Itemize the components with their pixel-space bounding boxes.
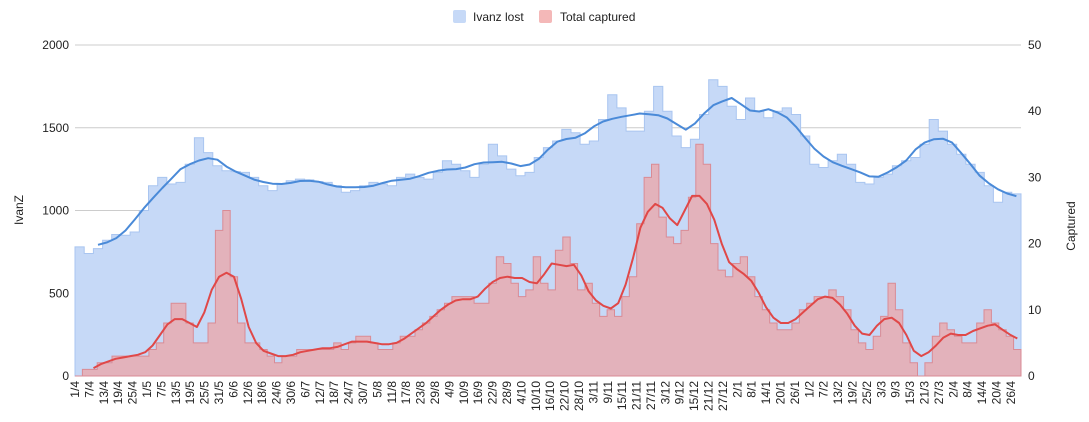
- legend-swatch-ivanz-lost: [453, 10, 466, 23]
- y2-tick-label: 30: [1028, 170, 1042, 184]
- x-tick-label: 10/9: [457, 381, 471, 405]
- x-tick-label: 28/9: [500, 381, 514, 405]
- y-tick-label: 1000: [42, 204, 69, 218]
- y2-tick-label: 10: [1028, 303, 1042, 317]
- x-tick-label: 4/9: [442, 381, 456, 398]
- x-tick-label: 13/4: [97, 381, 111, 405]
- y-axis-left: 0 500 1000 1500 2000: [42, 38, 69, 383]
- x-tick-label: 10/10: [529, 381, 543, 411]
- x-tick-label: 7/5: [154, 381, 168, 398]
- x-tick-label: 21/11: [630, 381, 644, 410]
- x-tick-label: 25/4: [126, 381, 140, 405]
- y2-tick-label: 20: [1028, 237, 1042, 251]
- x-tick-label: 30/7: [356, 381, 370, 405]
- x-tick-label: 29/8: [428, 381, 442, 405]
- y2-axis-title: Captured: [1064, 201, 1078, 250]
- x-tick-label: 19/2: [846, 381, 860, 405]
- x-tick-label: 12/7: [313, 381, 327, 405]
- x-tick-label: 21/3: [918, 381, 932, 405]
- x-tick-label: 20/4: [990, 381, 1004, 405]
- x-tick-label: 1/4: [68, 381, 82, 398]
- x-tick-label: 9/3: [889, 381, 903, 398]
- x-tick-label: 23/8: [414, 381, 428, 405]
- x-tick-label: 24/6: [270, 381, 284, 405]
- x-tick-label: 15/12: [687, 381, 701, 411]
- x-tick-label: 14/1: [759, 381, 773, 405]
- x-tick-label: 31/5: [212, 381, 226, 405]
- x-tick-label: 7/2: [817, 381, 831, 398]
- x-tick-label: 27/12: [716, 381, 730, 411]
- x-tick-label: 21/12: [702, 381, 716, 411]
- y-tick-label: 500: [49, 286, 69, 300]
- x-tick-label: 18/7: [327, 381, 341, 405]
- x-tick-label: 19/4: [111, 381, 125, 405]
- y-tick-label: 0: [62, 369, 69, 383]
- x-tick-label: 9/11: [601, 381, 615, 404]
- x-tick-label: 25/2: [860, 381, 874, 405]
- x-tick-label: 3/12: [658, 381, 672, 405]
- x-tick-label: 14/4: [975, 381, 989, 405]
- trendline-total-captured: [93, 194, 1018, 369]
- x-tick-label: 26/1: [788, 381, 802, 405]
- x-tick-label: 16/10: [543, 381, 557, 411]
- x-tick-label: 28/10: [572, 381, 586, 411]
- x-tick-label: 2/4: [946, 381, 960, 398]
- legend-swatch-total-captured: [539, 10, 552, 23]
- x-tick-label: 7/4: [82, 381, 96, 398]
- x-tick-label: 1/5: [140, 381, 154, 398]
- x-tick-label: 8/1: [745, 381, 759, 398]
- x-tick-label: 1/2: [802, 381, 816, 398]
- x-tick-label: 3/3: [874, 381, 888, 398]
- x-tick-label: 5/8: [370, 381, 384, 398]
- x-tick-label: 30/6: [284, 381, 298, 405]
- area-total-captured: [75, 143, 1022, 377]
- x-tick-label: 17/8: [399, 381, 413, 405]
- x-tick-label: 27/3: [932, 381, 946, 405]
- y-axis-right: 0 10 20 30 40 50: [1028, 38, 1042, 383]
- x-axis: 1/4 7/4 13/4 19/4 25/4 1/5 7/5 13/5 19/5 25/5 31/5…: [68, 381, 1018, 411]
- y2-tick-label: 0: [1028, 369, 1035, 383]
- x-tick-label: 18/6: [255, 381, 269, 405]
- x-tick-label: 22/9: [486, 381, 500, 405]
- x-tick-label: 15/3: [903, 381, 917, 405]
- legend: Ivanz lost Total captured: [453, 10, 635, 24]
- x-tick-label: 16/9: [471, 381, 485, 405]
- x-tick-label: 9/12: [673, 381, 687, 405]
- x-tick-label: 19/5: [183, 381, 197, 405]
- x-tick-label: 22/10: [558, 381, 572, 411]
- area-ivanz-lost: [74, 79, 1022, 377]
- x-tick-label: 27/11: [644, 381, 658, 410]
- y2-tick-label: 50: [1028, 38, 1042, 52]
- x-tick-label: 15/11: [615, 381, 629, 410]
- x-tick-label: 6/7: [298, 381, 312, 398]
- y2-tick-label: 40: [1028, 104, 1042, 118]
- x-tick-label: 2/1: [730, 381, 744, 398]
- plot-area: [74, 79, 1022, 377]
- trendline-ivanz-lost: [97, 97, 1017, 246]
- x-tick-label: 12/6: [241, 381, 255, 405]
- x-tick-label: 13/5: [169, 381, 183, 405]
- x-tick-label: 6/6: [226, 381, 240, 398]
- x-tick-label: 11/8: [385, 381, 399, 404]
- x-tick-label: 13/2: [831, 381, 845, 405]
- legend-label-total-captured: Total captured: [560, 10, 635, 24]
- x-tick-label: 8/4: [961, 381, 975, 398]
- x-tick-label: 25/5: [198, 381, 212, 405]
- x-tick-label: 20/1: [774, 381, 788, 405]
- y-tick-label: 2000: [42, 38, 69, 52]
- y-tick-label: 1500: [42, 121, 69, 135]
- x-tick-label: 4/10: [514, 381, 528, 405]
- x-tick-label: 3/11: [586, 381, 600, 404]
- x-tick-label: 24/7: [342, 381, 356, 405]
- y-axis-title: IvanZ: [12, 195, 26, 225]
- legend-label-ivanz-lost: Ivanz lost: [473, 10, 524, 24]
- x-tick-label: 26/4: [1004, 381, 1018, 405]
